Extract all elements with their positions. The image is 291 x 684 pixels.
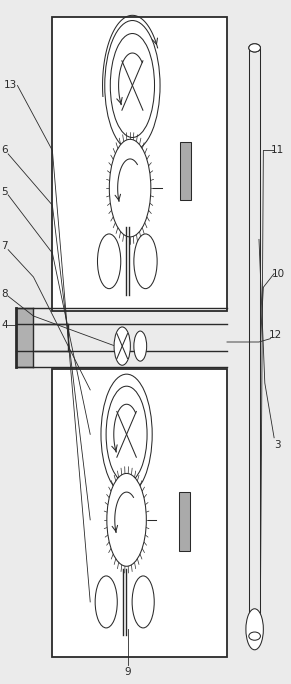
Text: 12: 12	[268, 330, 282, 340]
Text: 7: 7	[1, 241, 8, 251]
Circle shape	[95, 576, 117, 628]
Circle shape	[134, 331, 147, 361]
Circle shape	[97, 234, 121, 289]
Text: 6: 6	[1, 146, 8, 155]
Circle shape	[109, 140, 151, 237]
Ellipse shape	[249, 44, 260, 52]
Ellipse shape	[249, 44, 260, 52]
Text: 4: 4	[1, 320, 8, 330]
Text: 8: 8	[1, 289, 8, 299]
Circle shape	[101, 374, 152, 495]
Text: 13: 13	[3, 81, 17, 90]
Bar	[16, 308, 33, 367]
Text: 11: 11	[271, 146, 285, 155]
Text: 5: 5	[1, 187, 8, 196]
Text: 3: 3	[275, 440, 281, 449]
Bar	[179, 492, 190, 551]
Circle shape	[106, 386, 147, 482]
Ellipse shape	[249, 632, 260, 640]
Circle shape	[107, 473, 146, 566]
Circle shape	[105, 21, 160, 150]
Circle shape	[246, 609, 263, 650]
Circle shape	[132, 576, 154, 628]
Bar	[52, 369, 227, 657]
Circle shape	[110, 34, 155, 137]
Circle shape	[134, 234, 157, 289]
Text: 10: 10	[271, 269, 285, 278]
Text: 9: 9	[125, 667, 131, 676]
Bar	[180, 142, 191, 200]
Bar	[52, 17, 227, 311]
Circle shape	[114, 327, 130, 365]
